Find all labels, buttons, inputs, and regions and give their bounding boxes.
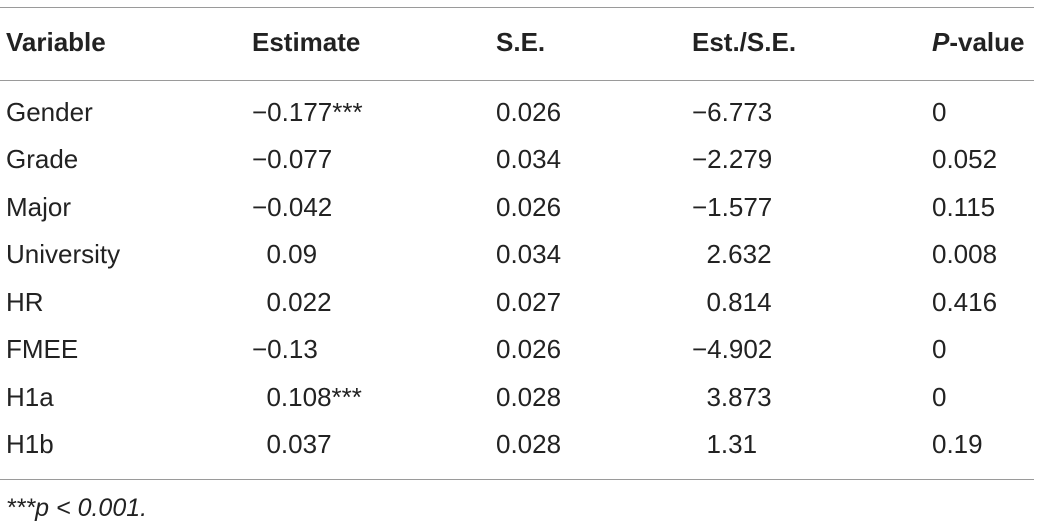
header-se: S.E. bbox=[496, 27, 546, 57]
cell-est-se: −6.773 bbox=[692, 97, 773, 127]
table-footnote: ***p < 0.001. bbox=[6, 494, 148, 522]
cell-p-value: 0.416 bbox=[932, 287, 998, 317]
cell-est-se: 1.31 bbox=[692, 429, 758, 459]
cell-p-value: 0.052 bbox=[932, 144, 998, 174]
cell-variable: University bbox=[6, 239, 121, 269]
cell-est-se: 3.873 bbox=[692, 382, 772, 412]
cell-est-se: 2.632 bbox=[692, 239, 772, 269]
cell-estimate: −0.13 bbox=[252, 334, 318, 364]
cell-p-value: 0.115 bbox=[932, 192, 996, 222]
cell-est-se: 0.814 bbox=[692, 287, 772, 317]
cell-p-value: 0 bbox=[932, 334, 947, 364]
cell-se: 0.026 bbox=[496, 97, 562, 127]
cell-se: 0.034 bbox=[496, 144, 562, 174]
cell-est-se: −4.902 bbox=[692, 334, 773, 364]
cell-p-value: 0 bbox=[932, 382, 947, 412]
cell-variable: FMEE bbox=[6, 334, 79, 364]
cell-se: 0.026 bbox=[496, 334, 562, 364]
cell-variable: H1a bbox=[6, 382, 54, 412]
cell-estimate: −0.042 bbox=[252, 192, 333, 222]
cell-est-se: −1.577 bbox=[692, 192, 773, 222]
cell-estimate: −0.077 bbox=[252, 144, 333, 174]
header-p-value: P-value bbox=[932, 27, 1025, 57]
cell-variable: H1b bbox=[6, 429, 54, 459]
header-estimate: Estimate bbox=[252, 27, 361, 57]
cell-p-value: 0 bbox=[932, 97, 947, 127]
table-top-rule bbox=[0, 7, 1034, 8]
header-variable: Variable bbox=[6, 27, 106, 57]
header-rule bbox=[0, 80, 1034, 81]
cell-variable: Gender bbox=[6, 97, 93, 127]
table-bottom-rule bbox=[0, 479, 1034, 480]
cell-se: 0.027 bbox=[496, 287, 562, 317]
cell-estimate: 0.022 bbox=[252, 287, 332, 317]
cell-se: 0.034 bbox=[496, 239, 562, 269]
cell-p-value: 0.19 bbox=[932, 429, 983, 459]
cell-estimate: 0.09 bbox=[252, 239, 318, 269]
cell-se: 0.026 bbox=[496, 192, 562, 222]
cell-estimate: 0.108*** bbox=[252, 382, 362, 412]
cell-estimate: 0.037 bbox=[252, 429, 332, 459]
cell-se: 0.028 bbox=[496, 429, 562, 459]
cell-est-se: −2.279 bbox=[692, 144, 773, 174]
cell-p-value: 0.008 bbox=[932, 239, 998, 269]
cell-estimate: −0.177*** bbox=[252, 97, 363, 127]
header-est-se: Est./S.E. bbox=[692, 27, 797, 57]
cell-variable: Grade bbox=[6, 144, 79, 174]
cell-variable: HR bbox=[6, 287, 44, 317]
cell-variable: Major bbox=[6, 192, 72, 222]
cell-se: 0.028 bbox=[496, 382, 562, 412]
